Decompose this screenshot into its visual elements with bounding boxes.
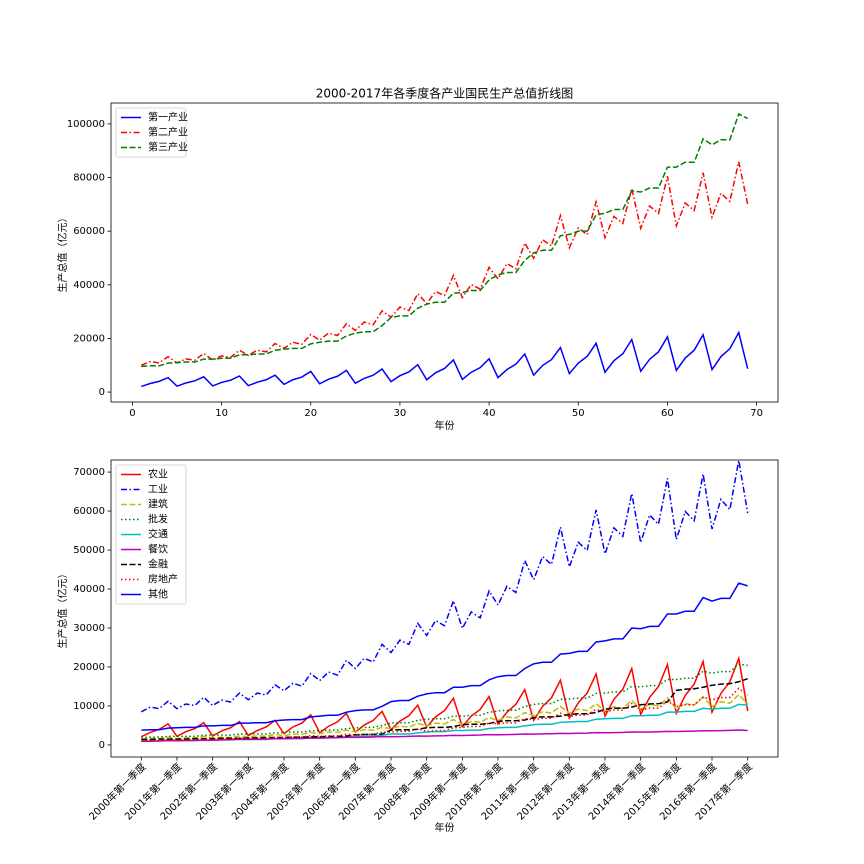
x-tick-label: 40: [483, 408, 496, 419]
x-tick-label: 0: [129, 408, 135, 419]
legend-label: 房地产: [148, 573, 178, 586]
legend-label: 建筑: [148, 498, 168, 511]
legend-label: 工业: [148, 484, 168, 496]
x-tick-label: 20: [304, 408, 317, 419]
y-tick-label: 50000: [73, 545, 105, 556]
y-axis-label: 生产总值（亿元）: [56, 213, 69, 293]
y-tick-label: 20000: [73, 662, 105, 673]
axes-frame: [110, 459, 779, 758]
y-tick-label: 0: [99, 740, 105, 751]
series-line: [141, 663, 748, 739]
y-tick-label: 100000: [67, 119, 105, 130]
series-line: [141, 330, 749, 388]
legend-box: [115, 464, 187, 605]
x-tick-label: 30: [394, 408, 407, 419]
x-tick-label: 70: [750, 408, 763, 419]
legend-label: 第二产业: [148, 126, 188, 139]
y-tick-label: 80000: [73, 173, 105, 184]
y-tick-label: 40000: [73, 280, 105, 291]
legend-label: 第三产业: [148, 141, 188, 154]
axes: 2000-2017年各季度各产业国民生产总值折线图 0 20000 40000 6000…: [56, 86, 779, 432]
series-line: [141, 582, 748, 731]
legend-label: 农业: [148, 468, 168, 481]
legend-label: 第一产业: [148, 111, 188, 124]
series-line: [140, 655, 749, 738]
x-tick-label: 50: [572, 408, 585, 419]
legend-box: [115, 107, 187, 158]
legend-label: 批发: [148, 513, 168, 526]
y-tick-label: 70000: [73, 467, 105, 478]
series-line: [141, 687, 749, 742]
legend-label: 其他: [148, 588, 168, 601]
y-tick-label: 20000: [73, 333, 105, 344]
x-axis-label: 年份: [435, 419, 455, 432]
legend-label: 交通: [148, 528, 168, 541]
series-line: [141, 112, 749, 368]
series-line: [141, 693, 749, 740]
y-tick-label: 40000: [73, 584, 105, 595]
x-tick-label: 10: [215, 408, 228, 419]
legend-label: 金融: [148, 558, 168, 571]
y-tick-label: 60000: [73, 506, 105, 517]
y-tick-label: 30000: [73, 623, 105, 634]
axes-frame: [110, 102, 779, 403]
x-axis-label: 年份: [435, 821, 455, 834]
series-line: [140, 460, 749, 713]
y-axis-label: 生产总值（亿元）: [56, 569, 69, 649]
series-line: [141, 729, 748, 743]
y-tick-label: 0: [99, 387, 105, 398]
y-tick-label: 60000: [73, 226, 105, 237]
chart-title: 2000-2017年各季度各产业国民生产总值折线图: [316, 86, 573, 101]
x-tick-label: 60: [661, 408, 674, 419]
series-line: [141, 161, 749, 366]
legend-label: 餐饮: [148, 543, 168, 556]
y-tick-label: 10000: [73, 701, 105, 712]
